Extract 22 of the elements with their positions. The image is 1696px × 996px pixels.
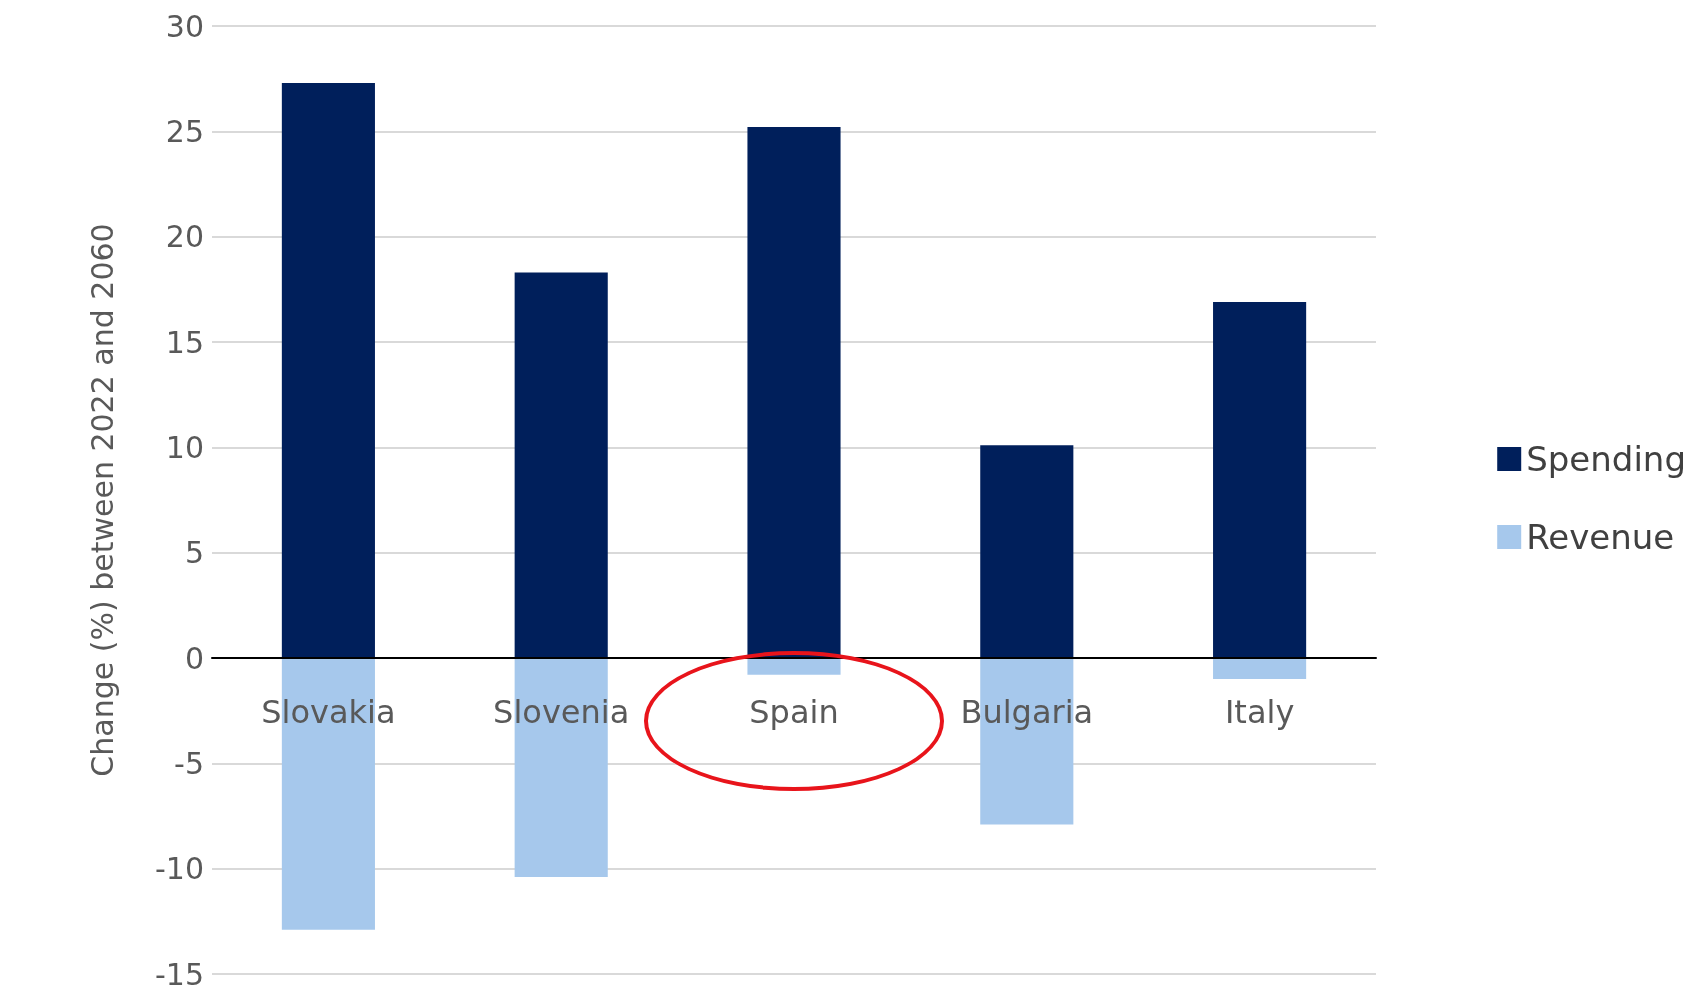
legend-label: Spending xyxy=(1526,439,1687,479)
bar xyxy=(514,272,608,658)
y-tick-label: 10 xyxy=(165,429,204,465)
y-tick-label: 0 xyxy=(184,640,204,676)
y-tick-label: -15 xyxy=(155,956,204,992)
y-tick-label: 5 xyxy=(184,535,204,571)
y-tick-label: 15 xyxy=(165,324,204,360)
y-tick-label: -10 xyxy=(155,851,204,887)
bar xyxy=(1213,301,1307,658)
bar xyxy=(747,658,841,675)
bar xyxy=(980,445,1074,658)
x-tick-label: Italy xyxy=(1224,693,1295,731)
bar xyxy=(1213,658,1307,680)
y-tick-label: 30 xyxy=(165,8,204,44)
y-axis-title: Change (%) between 2022 and 2060 xyxy=(84,223,120,777)
y-tick-label: 20 xyxy=(165,219,204,255)
bar xyxy=(281,82,375,658)
x-tick-label: Spain xyxy=(749,693,839,731)
bar xyxy=(747,127,841,658)
legend-label: Revenue xyxy=(1526,517,1675,557)
y-tick-label: -5 xyxy=(174,745,204,781)
y-tick-label: 25 xyxy=(165,113,204,149)
